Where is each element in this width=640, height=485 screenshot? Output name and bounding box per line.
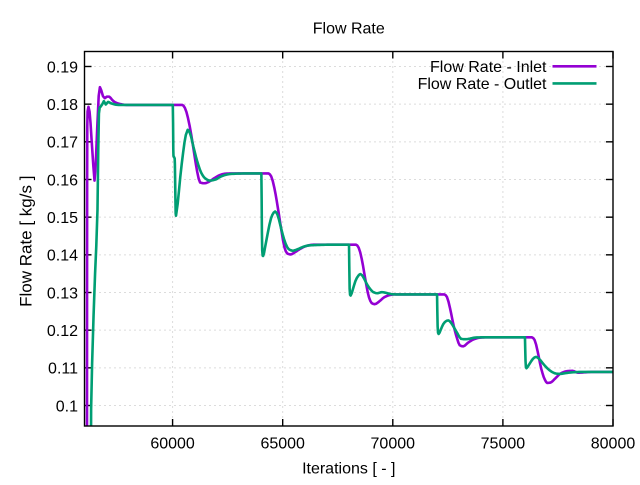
chart-title: Flow Rate [313,21,385,38]
x-tick-label: 60000 [150,436,195,453]
y-tick-label: 0.16 [47,172,78,189]
series-lines [85,85,613,426]
y-tick-label: 0.17 [47,135,78,152]
y-tick-label: 0.15 [47,210,78,227]
y-tick-label: 0.1 [56,398,78,415]
plot-border [83,50,614,427]
x-tick-label: 65000 [260,436,305,453]
tick-labels: 0.1 0.11 0.12 0.13 0.14 0.15 0.16 0.17 0.18 0.19 6… [47,59,635,452]
series-line-outlet [89,99,613,426]
x-tick-label: 75000 [481,436,526,453]
y-tick-label: 0.18 [47,97,78,114]
x-tick-label: 70000 [371,436,416,453]
y-axis-label: Flow Rate [ kg/s ] [17,176,36,307]
y-tick-label: 0.11 [48,361,78,378]
series-line-inlet [85,85,613,426]
y-tick-label: 0.19 [47,59,78,76]
legend-label-inlet: Flow Rate - Inlet [430,59,547,76]
legend-label-outlet: Flow Rate - Outlet [418,76,547,93]
y-tick-label: 0.13 [47,285,78,302]
y-tick-label: 0.12 [47,323,78,340]
x-axis-label: Iterations [ - ] [302,461,395,478]
y-tick-label: 0.14 [47,248,78,265]
x-tick-label: 80000 [591,436,636,453]
